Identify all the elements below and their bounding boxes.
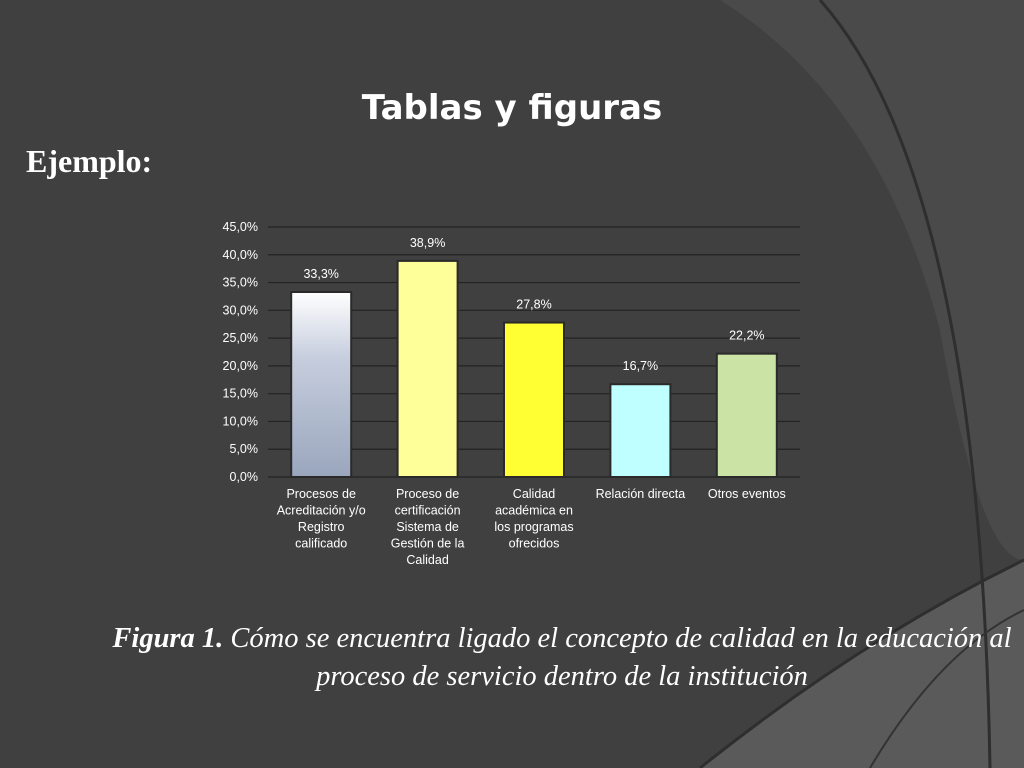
- bar: [715, 352, 778, 479]
- y-tick-label: 10,0%: [223, 414, 258, 428]
- y-tick-label: 35,0%: [223, 276, 258, 290]
- bar-chart: 0,0% 5,0% 10,0% 15,0% 20,0% 25,0% 30,0% 35,0% 40…: [223, 220, 800, 567]
- data-label: 33,3%: [303, 267, 338, 281]
- data-label: 16,7%: [623, 359, 658, 373]
- slide-subtitle: Ejemplo:: [26, 143, 153, 179]
- y-tick-label: 5,0%: [230, 442, 259, 456]
- bar: [290, 291, 353, 478]
- data-label: 27,8%: [516, 298, 551, 312]
- x-tick-label: Procesos de Acreditación y/o Registro calif…: [277, 487, 366, 551]
- data-label: 38,9%: [410, 236, 445, 250]
- x-tick-label: Otros eventos: [708, 487, 786, 501]
- x-tick-label: Calidad académica en los programas ofrecido…: [494, 487, 573, 551]
- y-tick-label: 20,0%: [223, 359, 258, 373]
- caption-label: Figura 1.: [112, 623, 224, 654]
- bar: [396, 259, 459, 479]
- figure-caption: Figura 1. Cómo se encuentra ligado el co…: [100, 620, 1024, 696]
- bar: [609, 383, 672, 479]
- slide-title: Tablas y figuras: [361, 88, 663, 128]
- x-tick-label: Proceso de certificación Sistema de Gestión…: [391, 487, 465, 567]
- y-tick-label: 15,0%: [223, 387, 258, 401]
- y-tick-label: 40,0%: [223, 248, 258, 262]
- caption-text: Cómo se encuentra ligado el concepto de …: [223, 623, 1012, 692]
- y-tick-label: 25,0%: [223, 331, 258, 345]
- y-tick-label: 0,0%: [230, 470, 259, 484]
- data-label: 22,2%: [729, 329, 764, 343]
- y-tick-label: 30,0%: [223, 303, 258, 317]
- y-tick-label: 45,0%: [223, 220, 258, 234]
- x-tick-label: Relación directa: [596, 487, 686, 501]
- bar: [503, 321, 565, 478]
